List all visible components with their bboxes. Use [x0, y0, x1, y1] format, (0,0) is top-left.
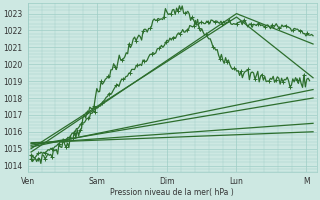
X-axis label: Pression niveau de la mer( hPa ): Pression niveau de la mer( hPa ): [110, 188, 234, 197]
